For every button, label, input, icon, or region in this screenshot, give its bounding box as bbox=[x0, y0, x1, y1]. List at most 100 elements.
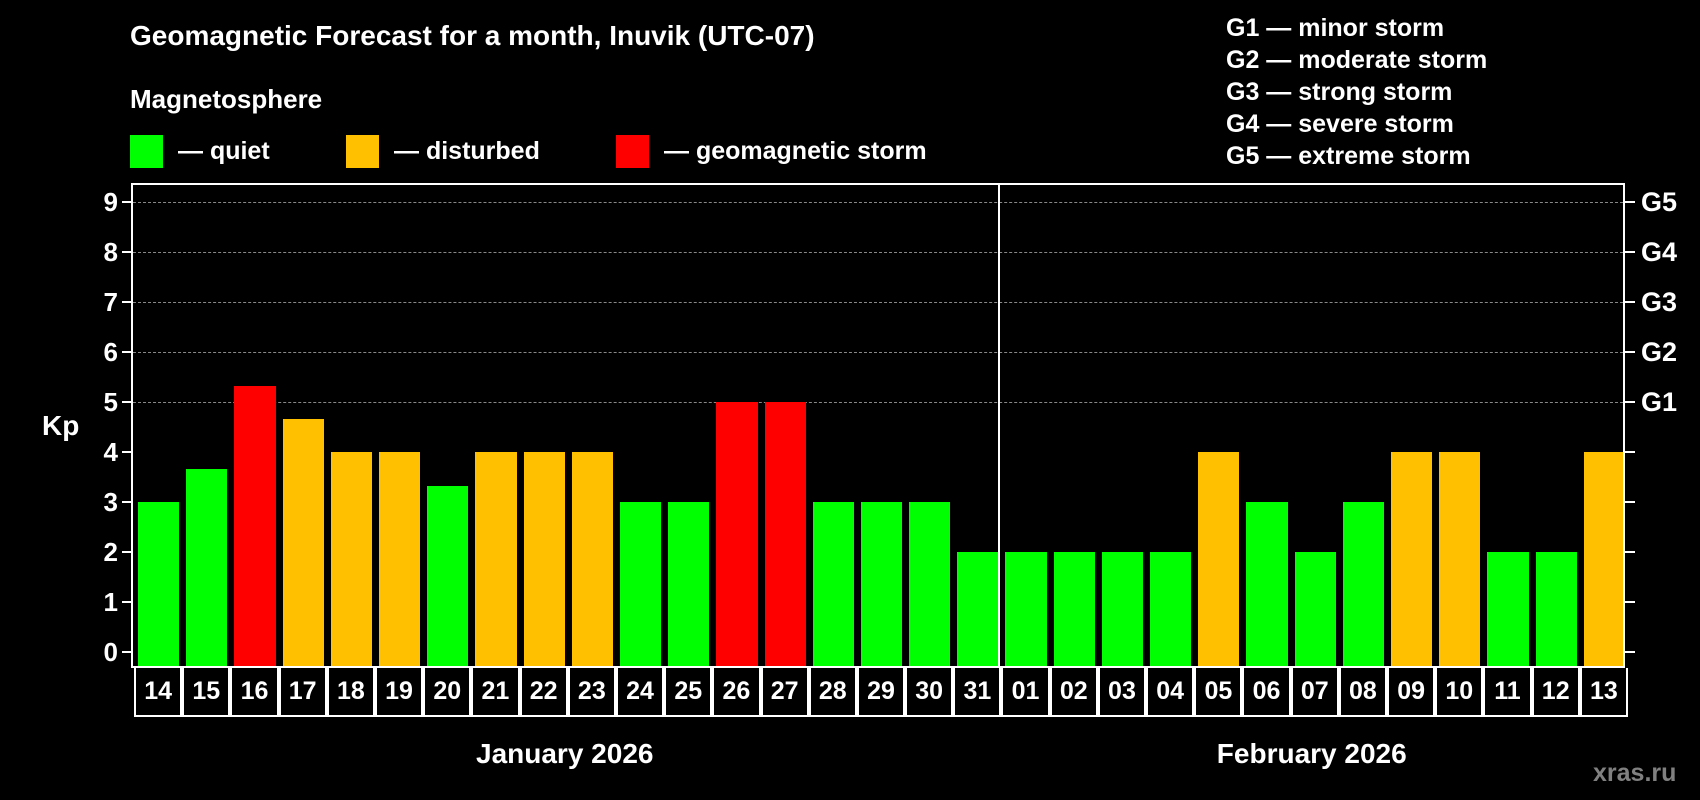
y-tick-label: 9 bbox=[103, 187, 118, 217]
watermark: xras.ru bbox=[1593, 759, 1677, 787]
y-tick-label: 8 bbox=[103, 237, 118, 267]
gridline bbox=[133, 352, 1623, 353]
bar-quiet bbox=[860, 502, 903, 668]
bar-quiet bbox=[668, 502, 710, 668]
bar-quiet bbox=[1294, 552, 1336, 668]
date-label: 10 bbox=[1435, 668, 1484, 717]
y-tick-label: 4 bbox=[103, 437, 118, 467]
bar-disturbed bbox=[523, 452, 565, 668]
date-label: 27 bbox=[760, 668, 809, 717]
bar-quiet bbox=[1150, 552, 1192, 668]
storm-level-label: G3 bbox=[1641, 287, 1678, 317]
date-label: 28 bbox=[808, 668, 857, 717]
bar-storm bbox=[716, 402, 758, 668]
date-label: 20 bbox=[423, 668, 472, 717]
right-tick bbox=[1625, 551, 1635, 553]
date-label: 26 bbox=[712, 668, 761, 717]
bar-quiet bbox=[1487, 552, 1529, 668]
date-label: 17 bbox=[278, 668, 327, 717]
y-tick-label: 7 bbox=[103, 287, 118, 317]
y-tick-label: 0 bbox=[103, 637, 118, 667]
date-label: 02 bbox=[1049, 668, 1098, 717]
storm-level-label: G4 bbox=[1641, 237, 1678, 267]
gridline bbox=[133, 302, 1623, 303]
red-square-icon bbox=[616, 134, 649, 168]
y-tick-label: 3 bbox=[103, 487, 118, 517]
y-tick bbox=[122, 351, 131, 353]
date-label: 08 bbox=[1338, 668, 1388, 717]
storm-scale-g3: G3 — strong storm bbox=[1226, 78, 1453, 106]
legend-item-storm: — geomagnetic storm bbox=[616, 134, 927, 168]
date-label: 25 bbox=[664, 668, 713, 717]
date-label: 01 bbox=[1001, 668, 1050, 717]
bar-disturbed bbox=[330, 452, 372, 668]
storm-scale-g1: G1 — minor storm bbox=[1226, 14, 1445, 42]
bar-disturbed bbox=[378, 452, 421, 668]
right-tick bbox=[1625, 401, 1635, 403]
bar-quiet bbox=[1535, 552, 1577, 668]
bar-quiet bbox=[138, 502, 180, 668]
right-tick bbox=[1625, 451, 1635, 453]
date-label: 16 bbox=[230, 668, 279, 717]
bar-quiet bbox=[619, 502, 662, 668]
y-tick bbox=[122, 451, 131, 453]
bar-quiet bbox=[1246, 502, 1288, 668]
orange-square-icon bbox=[346, 134, 379, 168]
bar-disturbed bbox=[1583, 452, 1625, 668]
date-label: 15 bbox=[182, 668, 231, 717]
bar-storm bbox=[764, 402, 806, 668]
date-label: 04 bbox=[1146, 668, 1195, 717]
storm-level-label: G1 bbox=[1641, 387, 1678, 417]
plot-area bbox=[131, 183, 1625, 668]
right-tick bbox=[1625, 201, 1635, 203]
date-label: 05 bbox=[1194, 668, 1243, 717]
y-tick bbox=[122, 401, 131, 403]
bar-quiet bbox=[1342, 502, 1385, 668]
date-label: 23 bbox=[567, 668, 616, 717]
chart-subtitle: Magnetosphere bbox=[130, 84, 323, 114]
date-label: 30 bbox=[905, 668, 954, 717]
bar-disturbed bbox=[571, 452, 613, 668]
date-label: 11 bbox=[1483, 668, 1532, 717]
bar-quiet bbox=[1101, 552, 1144, 668]
date-label: 21 bbox=[471, 668, 520, 717]
y-tick-label: 5 bbox=[103, 387, 118, 417]
date-label: 14 bbox=[134, 668, 183, 717]
right-tick bbox=[1625, 501, 1635, 503]
date-label: 13 bbox=[1579, 668, 1628, 717]
y-tick bbox=[122, 651, 131, 653]
date-label: 19 bbox=[374, 668, 424, 717]
bar-quiet bbox=[957, 552, 999, 668]
date-label: 03 bbox=[1097, 668, 1147, 717]
y-tick bbox=[122, 251, 131, 253]
y-tick-label: 2 bbox=[103, 537, 118, 567]
legend-label: — disturbed bbox=[394, 136, 540, 165]
y-tick-label: 6 bbox=[103, 337, 118, 367]
date-label: 31 bbox=[953, 668, 1002, 717]
right-tick bbox=[1625, 301, 1635, 303]
storm-scale-g2: G2 — moderate storm bbox=[1226, 46, 1488, 74]
date-label: 18 bbox=[326, 668, 375, 717]
date-label: 12 bbox=[1531, 668, 1580, 717]
y-axis-label: Kp bbox=[42, 410, 80, 441]
date-label: 24 bbox=[615, 668, 665, 717]
bar-quiet bbox=[186, 468, 228, 668]
legend-item-quiet: — quiet bbox=[130, 134, 270, 168]
date-label: 07 bbox=[1290, 668, 1339, 717]
bar-storm bbox=[234, 385, 276, 668]
y-tick bbox=[122, 501, 131, 503]
bar-quiet bbox=[812, 502, 854, 668]
date-label: 29 bbox=[856, 668, 906, 717]
bar-disturbed bbox=[1198, 452, 1240, 668]
storm-level-label: G5 bbox=[1641, 187, 1678, 217]
chart-title: Geomagnetic Forecast for a month, Inuvik… bbox=[130, 20, 815, 51]
right-tick bbox=[1625, 651, 1635, 653]
legend-label: — geomagnetic storm bbox=[664, 136, 927, 165]
right-tick bbox=[1625, 601, 1635, 603]
right-tick bbox=[1625, 251, 1635, 253]
storm-level-label: G2 bbox=[1641, 337, 1678, 367]
legend-item-disturbed: — disturbed bbox=[346, 134, 540, 168]
y-tick bbox=[122, 201, 131, 203]
bar-quiet bbox=[1005, 552, 1047, 668]
date-row: 14 15 16 17 18 19 20 21 22 23 24 25 26 27 28 29 30 31 01 02… bbox=[133, 668, 1628, 717]
